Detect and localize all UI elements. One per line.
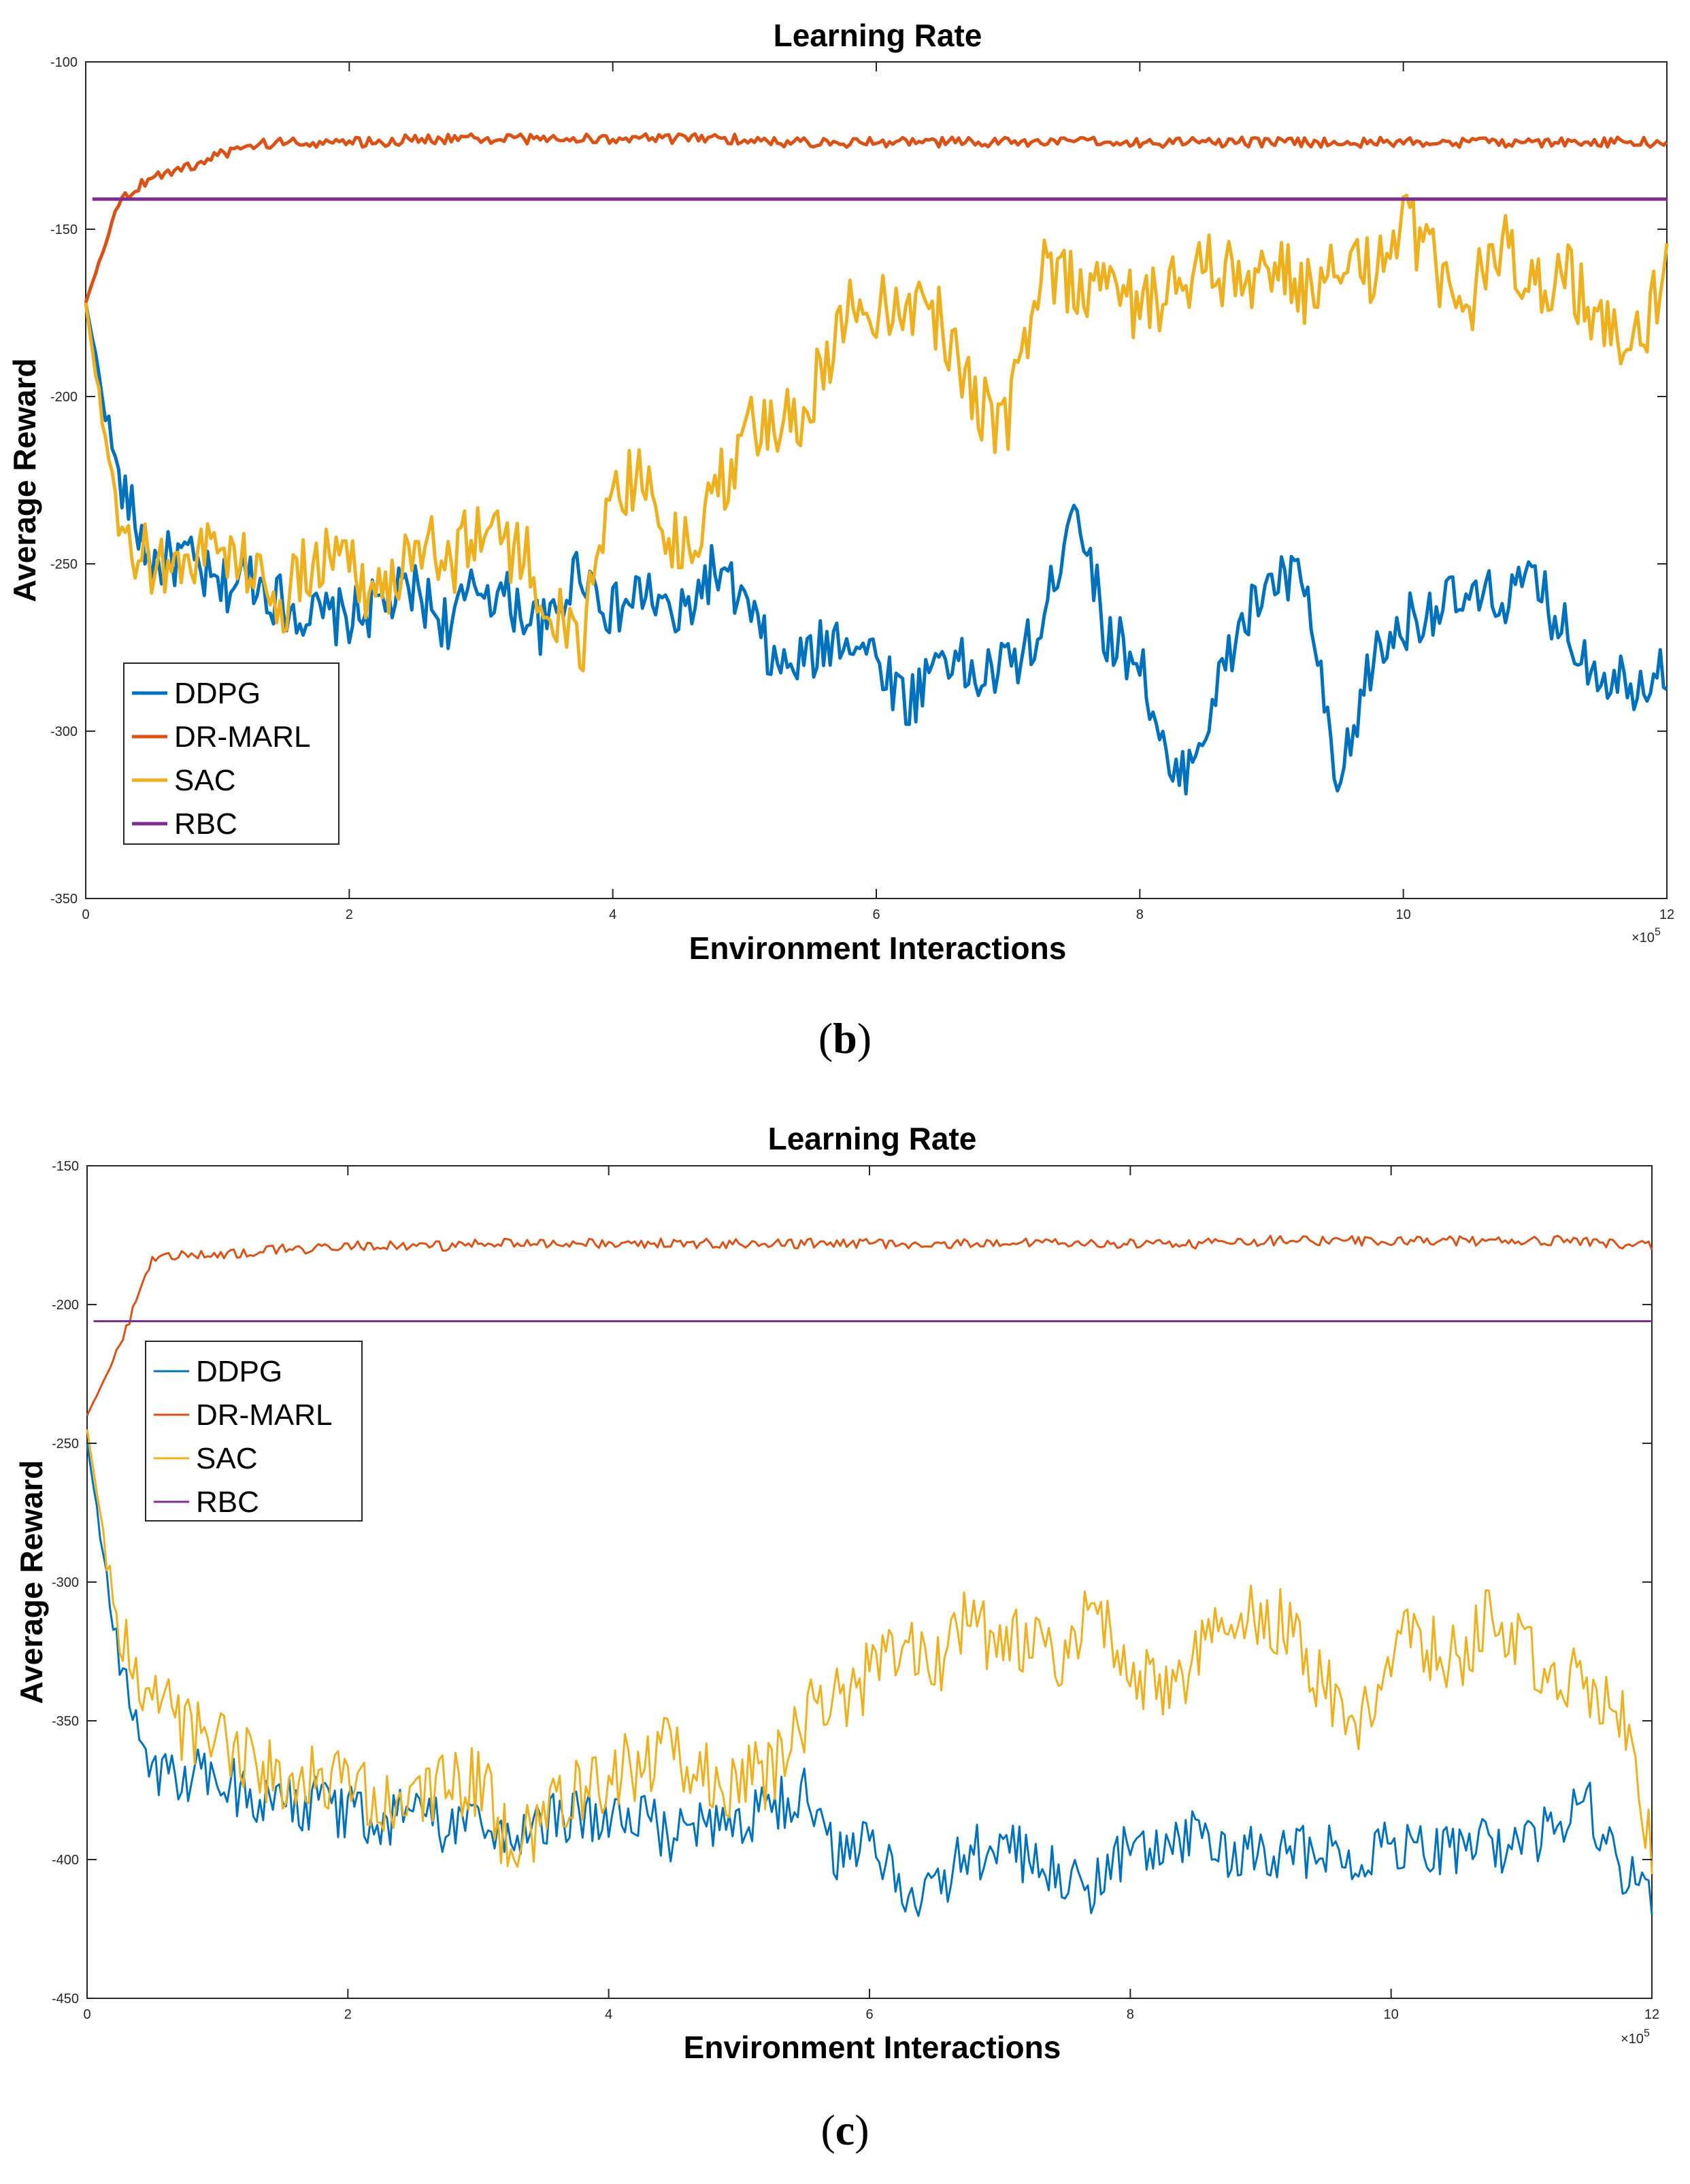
x-axis-label: Environment Interactions (684, 2030, 1061, 2065)
legend: DDPG DR-MARL SAC RBC (123, 662, 339, 845)
plot-area (86, 1165, 1653, 1999)
legend-label-sac: SAC (174, 764, 235, 797)
x-axis-label: Environment Interactions (689, 930, 1067, 966)
series-line-dr-marl (84, 132, 1668, 303)
legend: DDPG DR-MARL SAC RBC (145, 1341, 363, 1522)
x-scale-multiplier: ×105 (1631, 926, 1661, 945)
y-tick-label: -200 (52, 1298, 79, 1313)
caption-b: (b) (818, 1014, 872, 1062)
y-tick-label: -350 (52, 1714, 79, 1729)
x-scale-multiplier: ×105 (1621, 2028, 1650, 2047)
y-axis-label: Average Reward (7, 358, 42, 603)
y-tick-label: -100 (50, 55, 78, 70)
caption-c: (c) (821, 2106, 869, 2154)
y-tick-label: -300 (50, 724, 78, 739)
y-tick-label: -200 (50, 390, 78, 405)
series-line-sac (84, 193, 1669, 673)
x-tick-label: 0 (82, 907, 89, 922)
chart-panel-b: Learning Rate 0 2 4 6 8 10 12 -100 -150 -200 -250… (0, 0, 1690, 1088)
x-tick-label: 8 (1136, 907, 1144, 922)
legend-label-sac: SAC (196, 1442, 257, 1475)
legend-label-dr-marl: DR-MARL (174, 720, 310, 754)
chart-b-svg: Learning Rate 0 2 4 6 8 10 12 -100 -150 -200 -250… (7, 18, 1674, 966)
series-line-sac (86, 1429, 1653, 1875)
legend-label-rbc: RBC (174, 807, 237, 841)
legend-label-ddpg: DDPG (196, 1355, 282, 1388)
y-tick-label: -150 (50, 222, 78, 237)
y-tick-label: -150 (52, 1159, 79, 1174)
x-tick-label: 2 (344, 2007, 352, 2022)
x-tick-label: 4 (609, 907, 616, 922)
legend-label-ddpg: DDPG (174, 677, 261, 710)
series-line-ddpg (84, 302, 1668, 796)
series-line-ddpg (86, 1443, 1653, 1917)
x-tick-label: 10 (1384, 2007, 1399, 2022)
series-line-dr-marl (86, 1234, 1653, 1416)
x-tick-label: 4 (605, 2007, 612, 2022)
y-tick-label: -250 (50, 557, 78, 572)
x-tick-label: 12 (1644, 2007, 1659, 2022)
y-tick-label: -300 (52, 1575, 79, 1590)
x-tick-label: 8 (1127, 2007, 1134, 2022)
y-tick-label: -350 (50, 892, 78, 907)
legend-label-dr-marl: DR-MARL (196, 1398, 332, 1432)
y-axis-label: Average Reward (14, 1460, 49, 1704)
x-tick-label: 6 (872, 907, 880, 922)
x-tick-label: 12 (1659, 907, 1674, 922)
x-tick-label: 0 (83, 2007, 90, 2022)
chart-title: Learning Rate (768, 1121, 977, 1156)
y-tick-label: -400 (52, 1853, 79, 1868)
y-tick-label: -250 (52, 1437, 79, 1451)
chart-c-svg: Learning Rate 0 2 4 6 8 10 12 -150 -200 -250 -300… (14, 1121, 1659, 2065)
chart-panel-c: Learning Rate 0 2 4 6 8 10 12 -150 -200 -250 -300… (0, 1088, 1690, 2184)
y-tick-label: -450 (52, 1992, 79, 2006)
x-tick-label: 2 (346, 907, 353, 922)
chart-title: Learning Rate (774, 18, 982, 53)
legend-label-rbc: RBC (196, 1485, 259, 1519)
x-tick-label: 6 (865, 2007, 873, 2022)
x-tick-label: 10 (1396, 907, 1411, 922)
